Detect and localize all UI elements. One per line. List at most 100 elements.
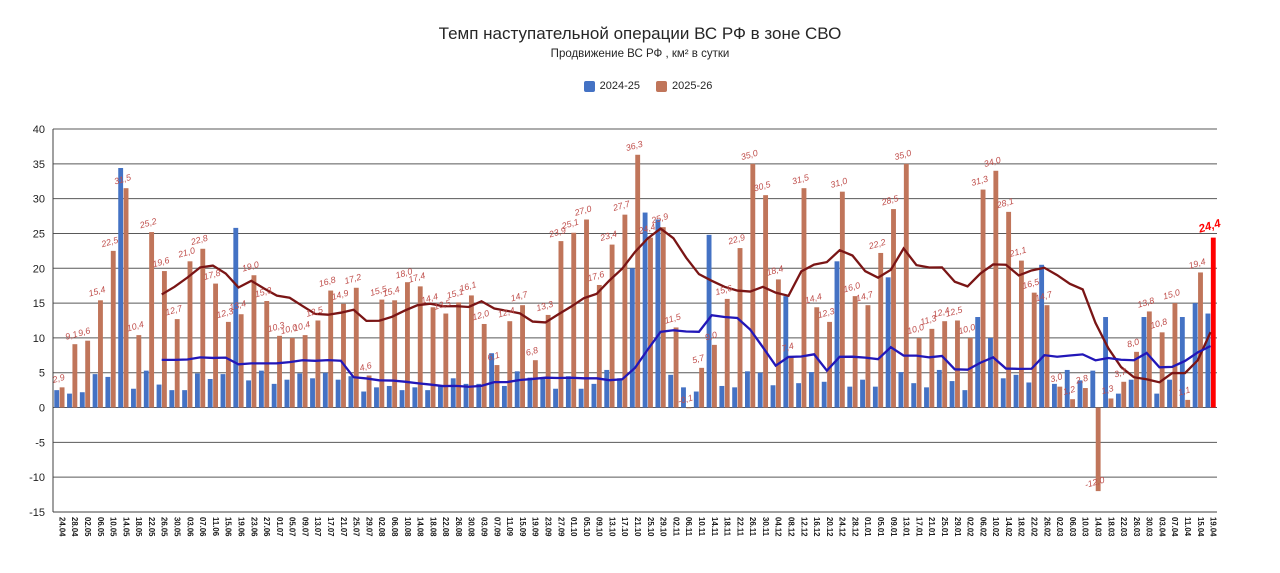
svg-text:18.11: 18.11 [723,517,732,537]
svg-text:27.09: 27.09 [556,517,565,537]
svg-text:01.01: 01.01 [863,517,872,537]
svg-text:17,8: 17,8 [202,268,221,282]
svg-text:22.05: 22.05 [147,517,156,537]
svg-text:30.11: 30.11 [761,517,770,537]
svg-text:30.03: 30.03 [1145,517,1154,537]
svg-text:5,7: 5,7 [691,352,707,365]
svg-text:0: 0 [39,403,45,415]
svg-text:06.11: 06.11 [684,517,693,537]
svg-text:26.03: 26.03 [1132,517,1141,537]
svg-text:05.01: 05.01 [876,517,885,537]
svg-text:06.03: 06.03 [1068,517,1077,537]
svg-text:6,8: 6,8 [525,345,540,358]
svg-text:12,4: 12,4 [497,305,516,319]
svg-text:10.08: 10.08 [403,517,412,537]
svg-text:17.01: 17.01 [914,517,923,537]
svg-text:15.06: 15.06 [224,517,233,537]
svg-text:13.01: 13.01 [902,517,911,537]
svg-text:16,1: 16,1 [458,279,477,293]
svg-text:15,6: 15,6 [714,283,733,297]
svg-text:16.12: 16.12 [812,517,821,537]
svg-text:07.06: 07.06 [198,517,207,537]
svg-text:14.11: 14.11 [710,517,719,537]
svg-text:11,5: 11,5 [663,311,682,325]
svg-text:23.06: 23.06 [249,517,258,537]
svg-text:25,1: 25,1 [560,217,580,232]
svg-text:25.01: 25.01 [940,517,949,537]
svg-text:10.05: 10.05 [109,517,118,537]
svg-text:17.10: 17.10 [620,517,629,537]
svg-text:35: 35 [33,159,45,171]
svg-text:20.12: 20.12 [825,517,834,537]
svg-text:40: 40 [33,124,45,136]
svg-text:22.08: 22.08 [441,517,450,537]
svg-text:17.07: 17.07 [326,517,335,537]
svg-text:1,3: 1,3 [1100,383,1115,396]
svg-text:31,5: 31,5 [791,172,810,186]
svg-text:18,4: 18,4 [765,263,784,277]
svg-text:10,8: 10,8 [1149,316,1168,330]
svg-text:13.10: 13.10 [607,517,616,537]
svg-text:19.09: 19.09 [531,517,540,537]
svg-text:31,3: 31,3 [970,174,989,188]
svg-text:20: 20 [33,263,45,275]
svg-text:25: 25 [33,228,45,240]
svg-text:02.02: 02.02 [966,517,975,537]
svg-text:15,4: 15,4 [87,284,106,298]
svg-text:35,0: 35,0 [893,148,912,162]
svg-text:15.04: 15.04 [1196,517,1205,537]
svg-text:16,8: 16,8 [318,274,337,288]
svg-text:06.02: 06.02 [978,517,987,537]
svg-text:07.09: 07.09 [492,517,501,537]
svg-text:31,5: 31,5 [113,172,132,186]
svg-text:-0,1: -0,1 [677,392,694,406]
svg-text:29.07: 29.07 [364,517,373,537]
svg-text:28.12: 28.12 [850,517,859,537]
svg-text:6,1: 6,1 [486,350,501,363]
svg-text:22.03: 22.03 [1119,517,1128,537]
svg-text:09.01: 09.01 [889,517,898,537]
svg-text:04.12: 04.12 [774,517,783,537]
svg-text:15.09: 15.09 [518,517,527,537]
svg-text:28.04: 28.04 [70,517,79,537]
svg-text:22,8: 22,8 [189,233,209,248]
svg-text:02.08: 02.08 [377,517,386,537]
svg-text:11.04: 11.04 [1183,517,1192,537]
svg-text:02.03: 02.03 [1055,517,1064,537]
svg-text:26.11: 26.11 [748,517,757,537]
svg-text:09.07: 09.07 [300,517,309,537]
svg-text:21.10: 21.10 [633,517,642,537]
svg-text:30: 30 [33,194,45,206]
svg-text:14.05: 14.05 [121,517,130,537]
svg-text:36,3: 36,3 [625,139,644,153]
svg-text:27.06: 27.06 [262,517,271,537]
svg-text:22,5: 22,5 [99,235,119,250]
svg-text:-15: -15 [29,507,45,519]
svg-text:05.10: 05.10 [582,517,591,537]
svg-text:11.09: 11.09 [505,517,514,537]
svg-text:03.04: 03.04 [1157,517,1166,537]
svg-text:14.02: 14.02 [1004,517,1013,537]
svg-text:10: 10 [33,333,45,345]
svg-text:15: 15 [33,298,45,310]
svg-text:3,7: 3,7 [1113,366,1129,379]
svg-text:17,2: 17,2 [343,272,362,286]
svg-text:2,8: 2,8 [1074,373,1090,386]
svg-text:12,7: 12,7 [164,303,184,318]
svg-text:16,5: 16,5 [1021,277,1040,291]
svg-text:21.01: 21.01 [927,517,936,537]
svg-text:1,2: 1,2 [1062,384,1077,397]
svg-text:19.06: 19.06 [236,517,245,537]
svg-text:02.05: 02.05 [83,517,92,537]
svg-text:35,0: 35,0 [740,148,759,162]
svg-text:14,7: 14,7 [509,289,529,304]
svg-text:14.03: 14.03 [1093,517,1102,537]
svg-text:10.02: 10.02 [991,517,1000,537]
svg-text:24.04: 24.04 [57,517,66,537]
svg-text:12,3: 12,3 [816,306,835,320]
svg-text:21,0: 21,0 [176,245,196,260]
svg-text:03.06: 03.06 [185,517,194,537]
svg-text:27,0: 27,0 [572,203,592,218]
svg-text:30.08: 30.08 [467,517,476,537]
svg-text:30.05: 30.05 [173,517,182,537]
